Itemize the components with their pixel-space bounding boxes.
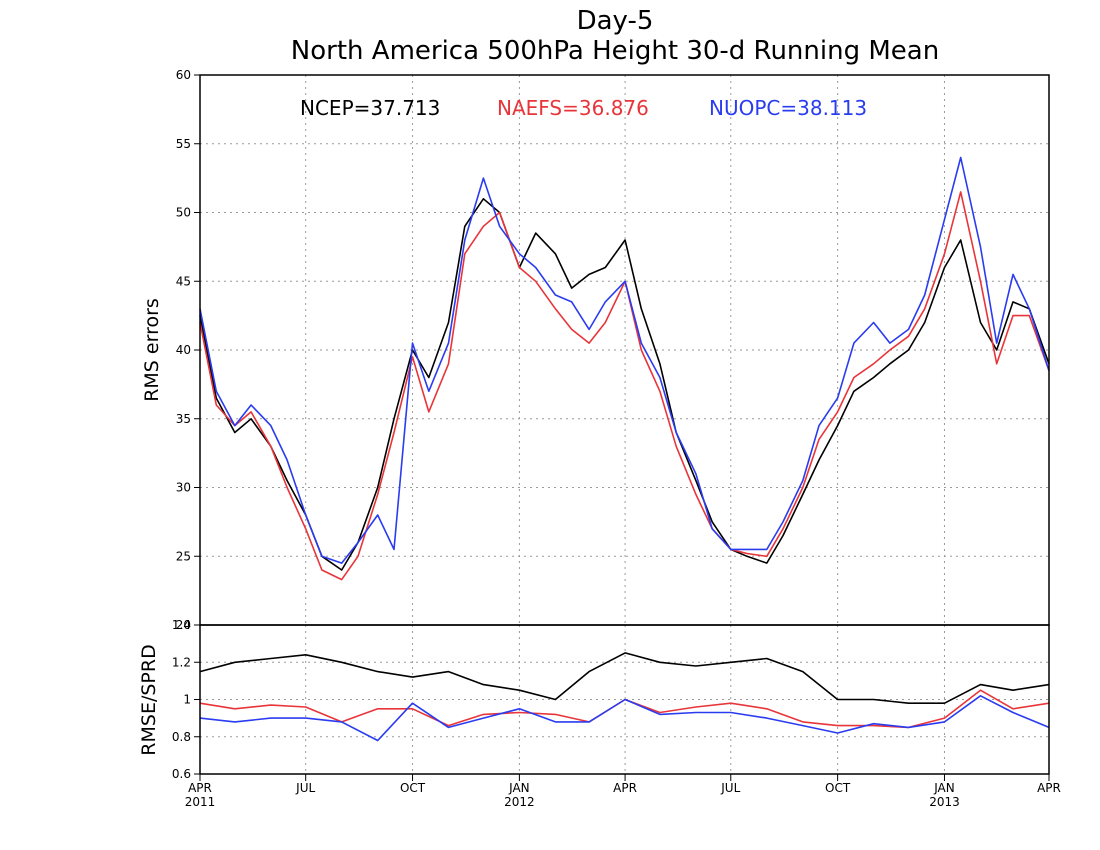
- x-tick-month: APR: [188, 781, 212, 795]
- y-tick-label: 25: [176, 549, 191, 563]
- y-tick-label: 20: [176, 618, 191, 632]
- bottom-panel-y-ticks: 0.6 0.8 1 1.2 1.4: [172, 618, 200, 781]
- x-tick-month: APR: [613, 781, 637, 795]
- top-panel-grid: [200, 75, 1049, 625]
- bottom-panel-frame: [199, 624, 1050, 775]
- nuopc-stat-label: NUOPC=38.113: [709, 96, 867, 120]
- x-tick-month: OCT: [825, 781, 851, 795]
- x-tick-month: JUL: [295, 781, 315, 795]
- chart-title: Day-5: [577, 6, 654, 36]
- x-tick-month: JUL: [720, 781, 740, 795]
- bottom-panel-series: [199, 652, 1050, 742]
- y-tick-label: 35: [176, 412, 191, 426]
- top-panel-y-label: RMS errors: [141, 298, 163, 402]
- x-tick-year: 2013: [929, 795, 960, 809]
- y-tick-label: 30: [176, 481, 191, 495]
- series-line-naefs: [199, 689, 1050, 729]
- top-panel-series: [199, 156, 1050, 581]
- x-tick-month: OCT: [400, 781, 426, 795]
- x-tick-year: 2011: [185, 795, 216, 809]
- y-tick-label: 50: [176, 206, 191, 220]
- series-line-nuopc: [199, 156, 1050, 564]
- series-line-ncep: [199, 198, 1050, 571]
- y-tick-label: 60: [176, 68, 191, 82]
- y-tick-label: 1.4: [172, 618, 191, 632]
- x-tick-month: APR: [1037, 781, 1061, 795]
- naefs-stat-label: NAEFS=36.876: [497, 96, 649, 120]
- x-tick-month: JAN: [508, 781, 530, 795]
- series-line-naefs: [199, 191, 1050, 581]
- y-tick-label: 45: [176, 274, 191, 288]
- y-tick-label: 55: [176, 137, 191, 151]
- y-tick-label: 0.8: [172, 730, 191, 744]
- chart-subtitle: North America 500hPa Height 30-d Running…: [291, 36, 939, 66]
- y-tick-label: 0.6: [172, 767, 191, 781]
- ncep-stat-label: NCEP=37.713: [300, 96, 440, 120]
- y-tick-label: 1.2: [172, 655, 191, 669]
- series-line-nuopc: [199, 694, 1050, 742]
- y-tick-label: 1: [183, 693, 191, 707]
- x-tick-month: JAN: [933, 781, 955, 795]
- top-panel-y-ticks: 20 25 30 35 40 45 50 55 60: [176, 68, 200, 632]
- series-line-ncep: [199, 652, 1050, 705]
- x-tick-year: 2012: [504, 795, 535, 809]
- y-tick-label: 40: [176, 343, 191, 357]
- bottom-panel-y-label: RMSE/SPRD: [138, 644, 160, 755]
- bottom-panel-grid: [200, 624, 1049, 774]
